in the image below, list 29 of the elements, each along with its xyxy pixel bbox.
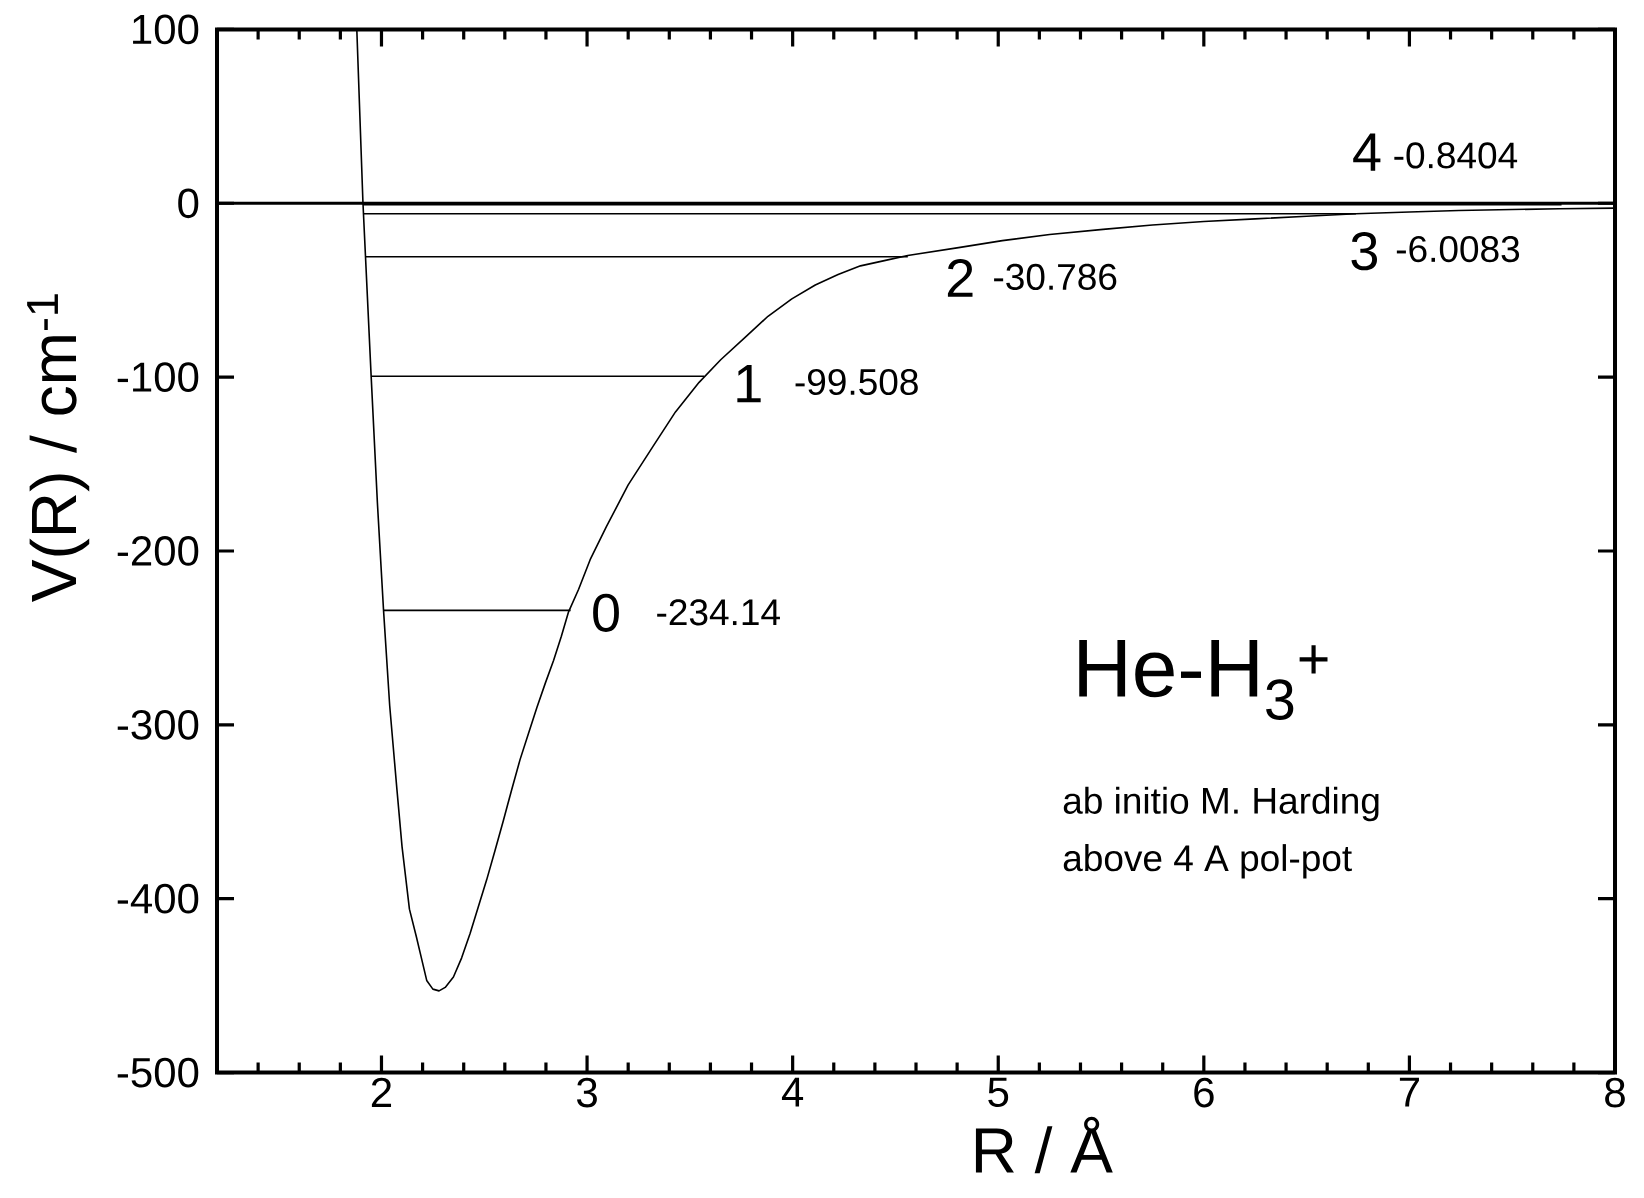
x-tick-label: 4	[781, 1077, 804, 1107]
annotation: -0.8404	[1394, 142, 1518, 169]
x-tick-label: 3	[576, 1077, 597, 1108]
x-tick-label: 5	[988, 1077, 1009, 1107]
y-tick-label: 0	[178, 188, 199, 219]
x-tick-label: 6	[1194, 1077, 1214, 1108]
annotation: -99.508	[795, 368, 918, 396]
series-label: 4	[1353, 133, 1381, 171]
series-label: 0	[593, 593, 619, 632]
series-label: 3	[1351, 232, 1378, 271]
y-tick-label: -500	[117, 1057, 199, 1088]
x-axis-title: R / Å	[975, 1116, 1113, 1174]
series-label: 1	[737, 365, 761, 403]
y-axis-title: V(R) / cm$^{-1}$	[27, 294, 90, 602]
annotation: -234.14	[657, 599, 780, 626]
annotation: ab initio M. Harding	[1063, 786, 1379, 822]
x-tick-label: 2	[371, 1077, 392, 1107]
y-tick-label: -400	[117, 883, 199, 914]
x-tick-label: 8	[1605, 1077, 1625, 1108]
annotation: -30.786	[994, 263, 1117, 291]
y-tick-label: -200	[117, 536, 199, 566]
annotation: -6.0083	[1396, 235, 1520, 263]
annotation: above 4 A pol-pot	[1063, 844, 1352, 879]
y-tick-label: 100	[133, 14, 199, 45]
y-tick-label: -100	[117, 362, 199, 392]
y-tick-label: -300	[117, 709, 199, 740]
x-tick-label: 7	[1399, 1077, 1419, 1107]
annotation: He-H$_{3}$+	[1079, 640, 1328, 721]
series-label: 2	[947, 259, 973, 297]
